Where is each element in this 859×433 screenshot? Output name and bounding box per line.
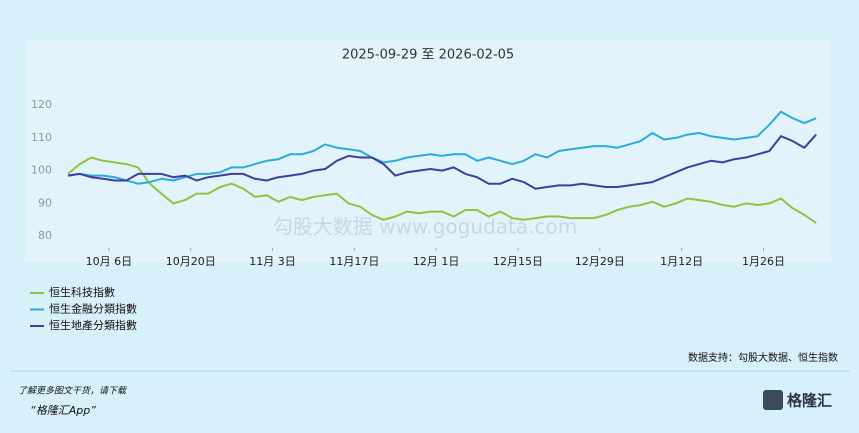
plot: 80 90 100 110 120 10月 6日 10月20日 11月 3日 11月17日 12月… xyxy=(30,98,817,332)
series-line xyxy=(67,156,817,224)
y-tick-label: 120 xyxy=(31,98,52,111)
series-line xyxy=(67,110,817,185)
legend-label: 恒生地產分類指數 xyxy=(49,318,137,332)
legend-label: 恒生金融分類指數 xyxy=(49,302,137,316)
y-tick-label: 80 xyxy=(38,229,52,242)
x-tick-label: 10月20日 xyxy=(166,255,216,268)
x-tick-label: 12月29日 xyxy=(575,255,625,268)
y-tick-label: 90 xyxy=(38,196,52,209)
x-tick-label: 11月17日 xyxy=(329,255,379,268)
y-tick-label: 100 xyxy=(31,164,52,177)
chart-title: 2025-09-29 至 2026-02-05 xyxy=(342,48,514,63)
source: 数据支持：勾股大数据、恒生指数 xyxy=(688,351,838,364)
x-tick-label: 10月 6日 xyxy=(86,255,133,268)
footer-app: “格隆汇App” xyxy=(30,404,96,417)
logo-text: 格隆汇 xyxy=(787,392,832,410)
x-tick-label: 1月26日 xyxy=(742,255,785,268)
x-tick-label: 11月 3日 xyxy=(249,255,296,268)
logo-icon xyxy=(763,390,783,410)
x-tick-label: 12月 1日 xyxy=(413,255,460,268)
x-tick-label: 12月15日 xyxy=(493,255,543,268)
series-line xyxy=(67,133,817,190)
chart-panel xyxy=(25,40,831,262)
x-tick-label: 1月12日 xyxy=(660,255,703,268)
legend-label: 恒生科技指數 xyxy=(49,285,115,299)
y-tick-label: 110 xyxy=(31,131,52,144)
footer-text: 了解更多图文干货，请下载 xyxy=(18,386,127,397)
